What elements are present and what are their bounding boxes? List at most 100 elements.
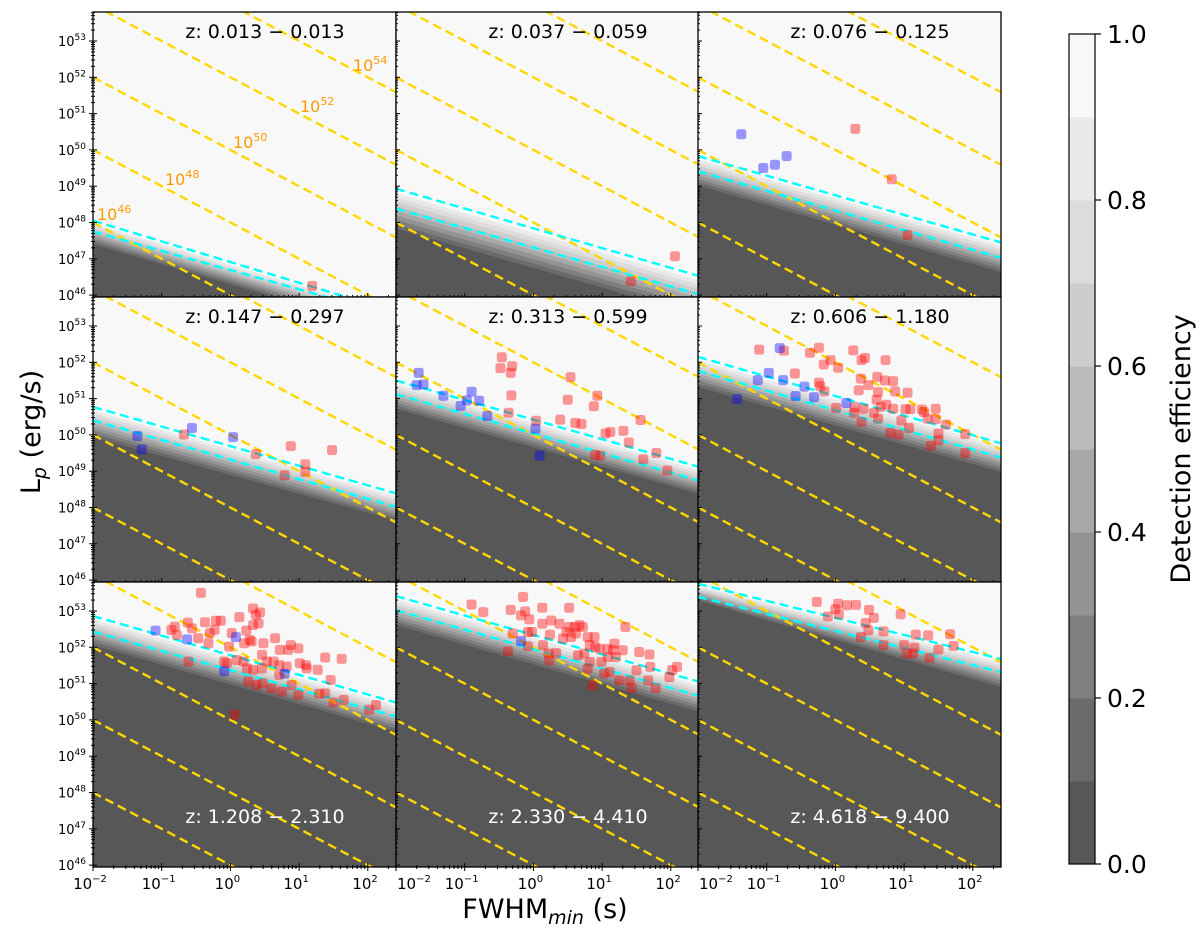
red-data-point — [562, 394, 573, 405]
tick-base: 10 — [888, 875, 907, 893]
energy-line-1e52 — [709, 12, 1001, 167]
blue-data-point — [418, 379, 429, 390]
threshold-line-lower — [93, 230, 332, 297]
red-data-point — [285, 640, 296, 651]
red-data-point — [667, 665, 678, 676]
energy-line-1e50 — [396, 361, 699, 524]
red-data-point — [506, 390, 517, 401]
red-data-point — [960, 429, 971, 440]
tick-exponent: 47 — [75, 536, 86, 546]
red-data-point — [856, 355, 867, 366]
tick-exponent: −1 — [766, 874, 781, 885]
panel-title: z: 0.013 − 0.013 — [185, 21, 344, 43]
y-tick-label: 1047 — [58, 821, 86, 838]
red-data-point — [257, 678, 268, 689]
energy-line-1e48 — [698, 148, 979, 297]
energy-line-label: 1054 — [353, 54, 387, 75]
blue-data-point — [732, 393, 743, 404]
x-tick-label: 102 — [655, 874, 680, 893]
red-data-point — [589, 632, 600, 643]
red-data-point — [925, 440, 936, 451]
tick-base: 10 — [58, 429, 75, 444]
colorbar-tick-label: 0.6 — [1107, 352, 1147, 381]
red-data-point — [916, 404, 927, 415]
energy-line-1e48 — [93, 148, 374, 297]
tick-exponent: 48 — [75, 215, 87, 225]
red-data-point — [496, 352, 507, 363]
red-data-point — [930, 414, 941, 425]
red-data-point — [274, 660, 285, 671]
red-data-point — [186, 623, 197, 634]
red-data-point — [215, 615, 226, 626]
red-data-point — [502, 646, 513, 657]
tick-exponent: 52 — [75, 69, 86, 79]
red-data-point — [789, 368, 800, 379]
tick-base: 10 — [58, 289, 75, 304]
red-data-point — [565, 372, 576, 383]
tick-base: 10 — [58, 180, 75, 195]
red-data-point — [631, 665, 642, 676]
red-data-point — [193, 633, 204, 644]
red-data-point — [338, 694, 349, 705]
tick-exponent: 2 — [976, 874, 982, 885]
red-data-point — [819, 386, 830, 397]
red-data-point — [833, 362, 844, 373]
red-data-point — [582, 663, 593, 674]
tick-base: 10 — [58, 320, 75, 335]
energy-line-1e46 — [93, 506, 237, 582]
red-data-point — [327, 445, 338, 456]
tick-exponent: 46 — [75, 857, 87, 867]
panel-ticks — [89, 582, 389, 871]
energy-line-1e46 — [93, 221, 237, 297]
tick-exponent: 48 — [75, 500, 87, 510]
red-data-point — [169, 621, 180, 632]
red-data-point — [623, 437, 634, 448]
red-data-point — [238, 656, 249, 667]
y-tick-label: 1053 — [58, 603, 86, 620]
red-data-point — [650, 682, 661, 693]
energy-line-1e48 — [396, 433, 677, 582]
tick-exponent: −1 — [161, 874, 176, 885]
red-data-point — [941, 419, 952, 430]
tick-base: 10 — [58, 71, 75, 86]
panel-title: z: 0.076 − 0.125 — [790, 21, 949, 43]
tick-base: 10 — [283, 875, 302, 893]
blue-data-point — [809, 392, 820, 403]
energy-line-1e50 — [93, 646, 396, 809]
y-tick-label: 1046 — [58, 572, 86, 589]
red-data-point — [516, 610, 527, 621]
efficiency-band-0 — [698, 600, 1001, 867]
red-data-point — [945, 629, 956, 640]
red-data-point — [557, 633, 568, 644]
red-data-point — [579, 648, 590, 659]
blue-data-point — [774, 343, 785, 354]
red-data-point — [281, 661, 292, 672]
red-data-point — [878, 640, 889, 651]
red-data-point — [879, 375, 890, 386]
red-data-point — [320, 688, 331, 699]
red-data-point — [258, 638, 269, 649]
red-data-point — [872, 413, 883, 424]
red-data-point — [662, 465, 673, 476]
efficiency-band-0 — [93, 437, 396, 582]
red-data-point — [538, 640, 549, 651]
x-tick-label: 101 — [586, 874, 611, 893]
panel-plot-area — [698, 12, 1001, 297]
red-data-point — [617, 645, 628, 656]
y-tick-label: 1052 — [58, 354, 86, 371]
tick-base: 10 — [58, 144, 75, 159]
panel-plot-area — [396, 12, 699, 297]
red-data-point — [608, 645, 619, 656]
red-data-point — [300, 660, 311, 671]
red-data-point — [895, 609, 906, 620]
tick-base: 10 — [352, 875, 371, 893]
x-tick-label: 100 — [215, 874, 240, 893]
energy-line-1e46 — [396, 506, 540, 582]
energy-line-1e48 — [396, 718, 677, 867]
red-data-point — [561, 627, 572, 638]
panel-2: z: 0.037 − 0.059 — [395, 11, 700, 298]
tick-exponent: 50 — [75, 142, 87, 152]
colorbar-band-1 — [1069, 698, 1095, 782]
red-data-point — [590, 641, 601, 652]
